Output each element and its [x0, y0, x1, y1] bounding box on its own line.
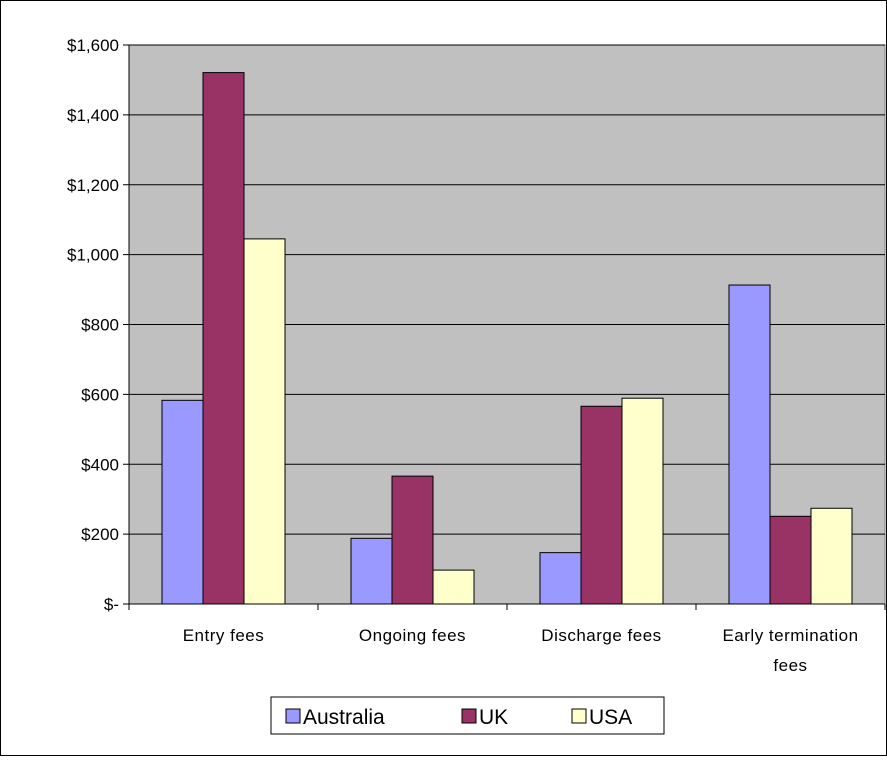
y-tick-label: $600 — [81, 385, 119, 404]
x-tick-label: Entry fees — [183, 626, 265, 645]
axes: $- $200 $400 $600 $800 $1,000 $1,200 $1,400 $1,6… — [67, 36, 886, 675]
y-tick-label: $400 — [81, 455, 119, 474]
bar-australia-1 — [350, 537, 393, 605]
x-tick-label: Early termination — [722, 626, 858, 645]
y-tick-label: $1,400 — [67, 106, 119, 125]
legend-label-australia: Australia — [303, 706, 385, 729]
legend-label-usa: USA — [589, 706, 632, 729]
bar-usa-1 — [432, 569, 475, 605]
bar-uk-3 — [769, 515, 812, 605]
x-tick-label: Discharge fees — [541, 626, 661, 645]
bar-uk-2 — [580, 405, 623, 605]
y-tick-label: $- — [104, 595, 119, 614]
bars — [161, 72, 853, 605]
bar-usa-2 — [621, 397, 664, 605]
legend-swatch-uk — [461, 708, 477, 724]
bar-usa-0 — [243, 238, 286, 605]
x-tick-label: Ongoing fees — [359, 626, 466, 645]
y-tick-label: $1,200 — [67, 176, 119, 195]
legend-label-uk: UK — [479, 706, 508, 729]
bar-australia-2 — [539, 552, 582, 605]
legend: Australia UK USA — [270, 696, 665, 735]
bar-australia-0 — [161, 399, 204, 605]
legend-swatch-australia — [285, 708, 301, 724]
y-tick-label: $1,000 — [67, 246, 119, 265]
bar-usa-3 — [810, 507, 853, 605]
y-tick-label: $1,600 — [67, 36, 119, 55]
bar-uk-1 — [391, 475, 434, 605]
x-tick-label: fees — [773, 656, 807, 675]
legend-swatch-usa — [571, 708, 587, 724]
bar-uk-0 — [202, 72, 245, 605]
y-tick-label: $800 — [81, 316, 119, 335]
y-tick-label: $200 — [81, 525, 119, 544]
bar-australia-3 — [728, 284, 771, 605]
